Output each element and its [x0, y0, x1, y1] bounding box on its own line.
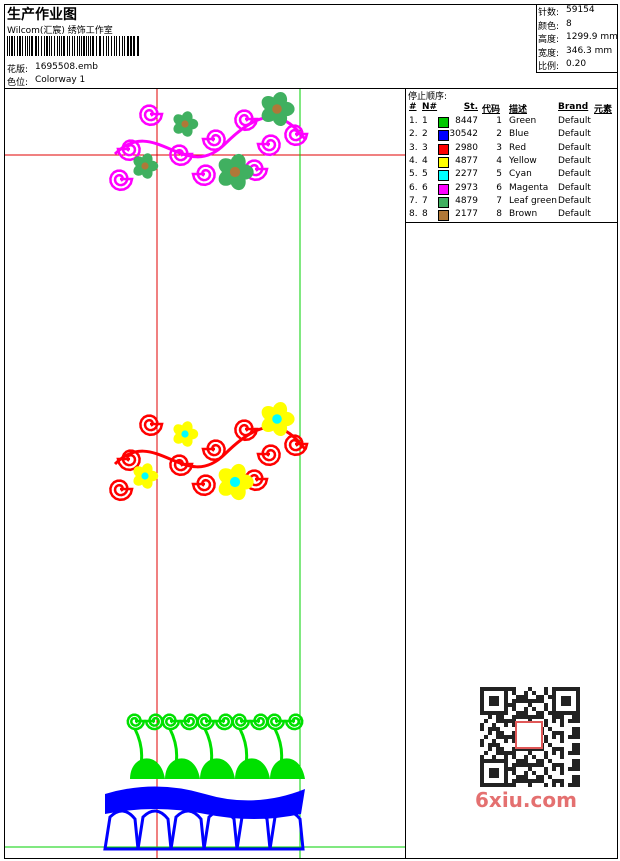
stitches: 4879 — [455, 195, 478, 206]
description: Blue — [509, 129, 529, 140]
info-label: 比例: — [538, 62, 560, 72]
color-swatch — [438, 117, 449, 128]
column-header: 代码 — [482, 105, 501, 115]
stitches: 2177 — [455, 209, 478, 220]
description: Yellow — [509, 155, 537, 166]
stop-number: 7. — [409, 195, 418, 206]
needle: 2 — [422, 129, 428, 140]
code: 4 — [496, 155, 502, 166]
brand: Default — [558, 209, 591, 220]
header-box — [4, 4, 537, 89]
needle: 6 — [422, 182, 428, 193]
column-header: N# — [422, 102, 438, 112]
stitches: 30542 — [449, 129, 478, 140]
stop-number: 2. — [409, 129, 418, 140]
info-value: 1299.9 mm — [566, 32, 618, 42]
info-value: 0.20 — [566, 59, 587, 69]
color-swatch — [438, 143, 449, 155]
code: 2 — [496, 129, 502, 140]
stitches: 2277 — [455, 169, 478, 180]
colorway: Colorway 1 — [35, 75, 86, 85]
info-value: 59154 — [566, 5, 595, 15]
description: Brown — [509, 209, 538, 220]
description: Red — [509, 142, 527, 153]
column-header: # — [409, 102, 417, 112]
stitches: 4877 — [455, 155, 478, 166]
barcode — [7, 36, 139, 56]
needle: 7 — [422, 195, 428, 206]
description: Leaf green — [509, 195, 557, 206]
stop-number: 6. — [409, 182, 418, 193]
brand: Default — [558, 155, 591, 166]
needle: 5 — [422, 169, 428, 180]
brand: Default — [558, 142, 591, 153]
needle: 3 — [422, 142, 428, 153]
needle: 1 — [422, 116, 428, 126]
column-header: 元素 — [594, 105, 613, 115]
info-value: 8 — [566, 18, 572, 29]
needle: 4 — [422, 155, 428, 166]
info-label: 宽度: — [538, 48, 560, 59]
brand: Default — [558, 116, 591, 126]
column-header: Brand — [558, 102, 589, 112]
title: 生产作业图 — [7, 7, 77, 23]
stop-number: 8. — [409, 209, 418, 220]
design-file: 1695508.emb — [35, 62, 98, 72]
stop-number: 5. — [409, 169, 418, 180]
design-preview — [5, 89, 405, 858]
code: 3 — [496, 142, 502, 153]
code: 6 — [496, 182, 502, 193]
stop-table-box — [405, 88, 618, 223]
stitches: 8447 — [455, 116, 478, 126]
needle: 8 — [422, 209, 428, 220]
color-swatch — [438, 210, 449, 222]
color-swatch — [438, 196, 449, 208]
info-box — [536, 4, 618, 73]
qr-watermark — [478, 685, 580, 787]
description: Green — [509, 116, 537, 126]
design-label: 花版: — [7, 65, 29, 75]
studio: Wilcom(汇宸) 绣饰工作室 — [7, 26, 113, 36]
color-swatch — [438, 170, 449, 182]
brand: Default — [558, 169, 591, 180]
stitches: 2980 — [455, 142, 478, 153]
stop-number: 4. — [409, 155, 418, 166]
info-label: 颜色: — [538, 21, 560, 32]
color-swatch — [438, 130, 449, 142]
stitches: 2973 — [455, 182, 478, 193]
info-label: 高度: — [538, 35, 560, 45]
brand: Default — [558, 182, 591, 193]
stop-number: 3. — [409, 142, 418, 153]
code: 5 — [496, 169, 502, 180]
color-swatch — [438, 156, 449, 168]
column-header: St. — [463, 102, 478, 112]
watermark: 6xiu.com — [475, 788, 577, 812]
brand: Default — [558, 195, 591, 206]
column-header: 描述 — [509, 105, 528, 115]
colorway-label: 色位: — [7, 78, 29, 88]
info-value: 346.3 mm — [566, 45, 613, 56]
description: Cyan — [509, 169, 532, 180]
description: Magenta — [509, 182, 549, 193]
info-label: 针数: — [538, 8, 560, 18]
stop-number: 1. — [409, 116, 418, 126]
brand: Default — [558, 129, 591, 140]
code: 8 — [496, 209, 502, 220]
code: 1 — [496, 116, 502, 126]
code: 7 — [496, 195, 502, 206]
stop-title: 停止顺序: — [408, 92, 448, 102]
color-swatch — [438, 183, 449, 195]
